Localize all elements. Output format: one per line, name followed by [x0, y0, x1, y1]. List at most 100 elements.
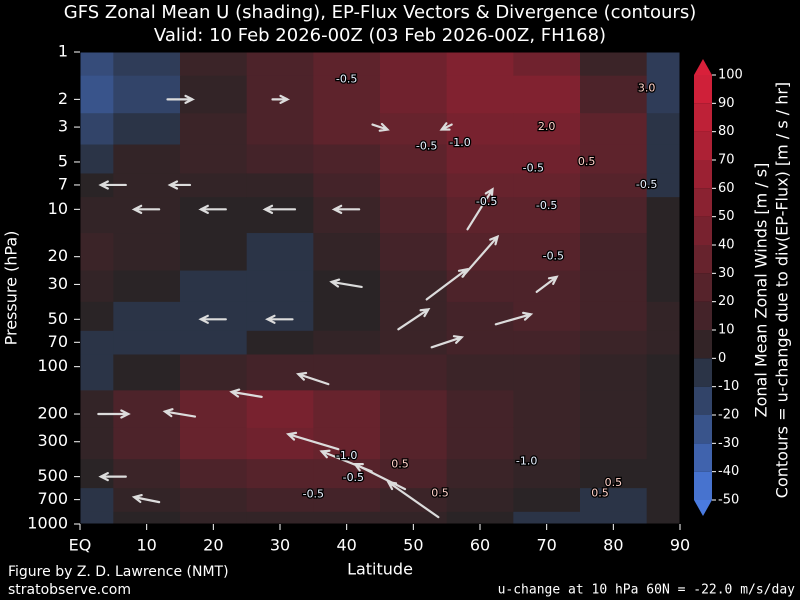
heat-cell: [446, 144, 514, 174]
heat-cell: [446, 75, 514, 114]
colorbar-tick-label: 100: [718, 68, 743, 83]
chart-subtitle: Valid: 10 Feb 2026-00Z (03 Feb 2026-00Z,…: [154, 25, 606, 46]
heat-cell: [80, 301, 114, 332]
colorbar-segment: [694, 160, 712, 189]
heat-cell: [80, 144, 114, 174]
colorbar-segment: [694, 75, 712, 104]
heat-cell: [80, 75, 114, 114]
colorbar-tick-label: -50: [718, 493, 739, 508]
colorbar-tick-label: 70: [718, 153, 735, 168]
heat-cell: [180, 511, 248, 524]
heat-cell: [313, 330, 381, 355]
heat-cell: [313, 113, 381, 146]
y-tick-label: 200: [37, 404, 68, 423]
colorbar-tick-label: 0: [718, 351, 726, 366]
heat-cell: [313, 270, 381, 303]
heat-cell: [80, 511, 114, 524]
heat-cell: [246, 173, 314, 198]
contour-label: -0.5: [536, 199, 557, 212]
heat-cell: [313, 233, 381, 272]
heat-cell: [646, 488, 680, 513]
heat-cell: [380, 52, 448, 77]
heat-cell: [646, 459, 680, 489]
ep-flux-vector: [167, 180, 192, 190]
colorbar-tick-label: 80: [718, 124, 735, 139]
heat-cell: [380, 330, 448, 355]
y-tick-label: 30: [48, 274, 68, 293]
ep-flux-vector: [386, 480, 440, 519]
heat-cell: [113, 427, 181, 460]
heat-cell: [313, 75, 381, 114]
heat-cell: [113, 270, 181, 303]
heat-cell: [113, 233, 181, 272]
heat-cell: [646, 52, 680, 77]
ep-flux-vector: [439, 122, 453, 131]
contour-label: -0.5: [416, 140, 437, 153]
y-tick-label: 20: [48, 246, 68, 265]
heat-cell: [246, 270, 314, 303]
colorbar-tick-label: -40: [718, 464, 739, 479]
heat-cell: [313, 144, 381, 174]
heat-cell: [180, 301, 248, 332]
heat-cell: [513, 330, 581, 355]
heat-cell: [380, 75, 448, 114]
heat-cell: [246, 511, 314, 524]
heat-cell: [380, 233, 448, 272]
colorbar-segment: [694, 358, 712, 387]
colorbar-segment: [694, 188, 712, 217]
heat-cell: [113, 354, 181, 391]
colorbar-segment: [694, 245, 712, 274]
ep-flux-vector: [494, 311, 534, 326]
heat-cell: [380, 511, 448, 524]
colorbar-segment: [694, 386, 712, 415]
ep-flux-vector: [535, 275, 559, 293]
field: -0.5 -1.0 -0.5 2.0 0.5 -0.5 -0.5 -0.5 -0.5 3.0 -0.…: [80, 52, 680, 524]
heat-cell: [580, 144, 648, 174]
colorbar-segment: [694, 131, 712, 160]
heat-cell: [80, 52, 114, 77]
heat-cell: [313, 354, 381, 391]
contour-label: -1.0: [336, 449, 357, 462]
heat-cell: [380, 173, 448, 198]
heat-cell: [646, 233, 680, 272]
y-tick-label: 7: [58, 174, 68, 193]
y-tick-label: 300: [37, 431, 68, 450]
heat-cell: [313, 173, 381, 198]
heat-cell: [113, 113, 181, 146]
heat-cell: [580, 390, 648, 429]
y-tick-label: 3: [58, 117, 68, 136]
heat-cell: [646, 270, 680, 303]
contour-label: 0.5: [591, 487, 609, 500]
colorbar-tick-label: 30: [718, 266, 735, 281]
heat-cell: [446, 488, 514, 513]
heat-cell: [513, 113, 581, 146]
x-tick-label: 40: [336, 536, 356, 555]
heat-cell: [580, 197, 648, 234]
heat-cell: [313, 301, 381, 332]
x-tick-label: 90: [670, 536, 690, 555]
heat-cell: [580, 301, 648, 332]
x-tick-label: 80: [603, 536, 623, 555]
heat-cell: [246, 52, 314, 77]
heat-cell: [180, 427, 248, 460]
y-tick-label: 100: [37, 356, 68, 375]
colorbar-extend-bottom: [694, 500, 712, 516]
heat-cell: [313, 390, 381, 429]
heat-cell: [446, 390, 514, 429]
heat-cell: [180, 233, 248, 272]
ep-flux-vector: [229, 388, 263, 398]
colorbar-tick-label: -10: [718, 379, 739, 394]
heat-cell: [113, 511, 181, 524]
colorbar-tick-label: 90: [718, 96, 735, 111]
plot-area: -0.5 -1.0 -0.5 2.0 0.5 -0.5 -0.5 -0.5 -0.5 3.0 -0.…: [27, 42, 690, 555]
heat-cell: [246, 427, 314, 460]
heat-cell: [580, 233, 648, 272]
heat-cell: [646, 197, 680, 234]
heat-cell: [180, 173, 248, 198]
heat-cell: [246, 113, 314, 146]
ep-flux-vector: [466, 187, 494, 231]
contour-label: 0.5: [605, 476, 623, 489]
colorbar-label: Zonal Mean Zonal Winds [m / s]: [752, 163, 771, 418]
contour-label: 3.0: [638, 81, 656, 94]
